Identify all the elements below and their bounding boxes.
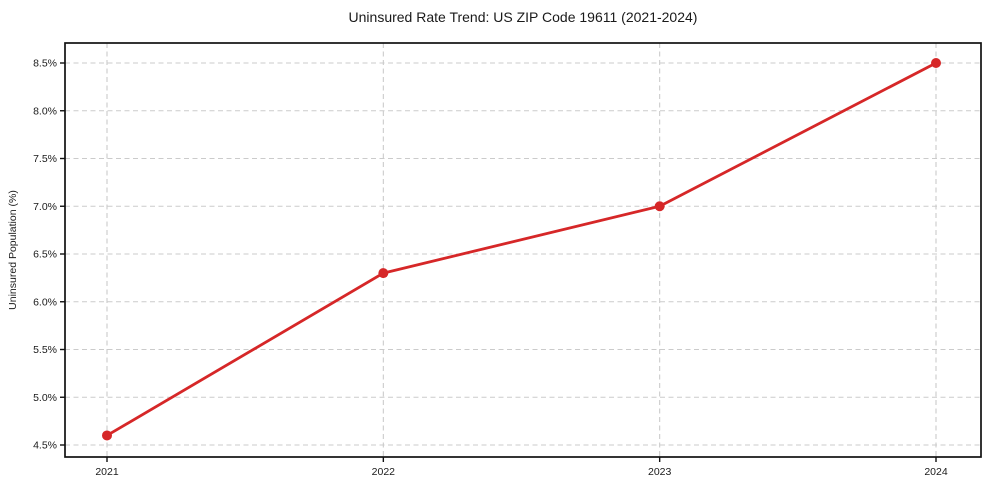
y-tick-label: 8.0%: [33, 105, 57, 117]
x-tick-label: 2022: [372, 466, 396, 478]
plot-area: 4.5% 5.0% 5.5% 6.0% 6.5% 7.0% 7.5% 8.0% 8.5% 2021…: [33, 42, 982, 478]
y-tick-label: 4.5%: [33, 440, 57, 452]
y-tick-label: 8.5%: [33, 58, 57, 70]
x-tick-label: 2024: [924, 466, 948, 478]
y-tick-label: 5.5%: [33, 344, 57, 356]
y-tick-label: 6.0%: [33, 296, 57, 308]
data-point: [102, 430, 112, 441]
y-tick-label: 5.0%: [33, 392, 57, 404]
x-tick-label: 2021: [95, 466, 119, 478]
trend-line: [105, 61, 938, 437]
y-tick-label: 6.5%: [33, 249, 57, 261]
x-tick-label: 2023: [648, 466, 672, 478]
chart-title: Uninsured Rate Trend: US ZIP Code 19611 …: [349, 9, 698, 25]
y-tick-label: 7.0%: [33, 201, 57, 213]
data-point: [931, 58, 941, 68]
data-point: [378, 268, 389, 279]
y-axis-label: Uninsured Population (%): [7, 190, 19, 310]
plot-border: [64, 42, 982, 458]
y-tick-label: 7.5%: [33, 153, 57, 165]
data-point: [654, 201, 665, 212]
